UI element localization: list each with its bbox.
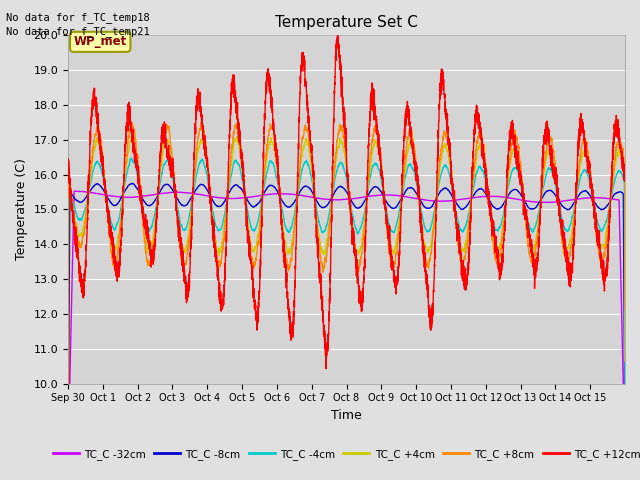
Text: No data for f_TC_temp21: No data for f_TC_temp21 bbox=[6, 26, 150, 37]
TC_C -32cm bbox=[367, 193, 375, 199]
TC_C +4cm bbox=[367, 159, 375, 165]
TC_C +12cm bbox=[397, 207, 405, 213]
TC_C -4cm bbox=[367, 169, 375, 175]
TC_C -32cm bbox=[621, 458, 629, 464]
TC_C +8cm bbox=[621, 307, 629, 313]
Text: WP_met: WP_met bbox=[74, 36, 127, 48]
TC_C -8cm bbox=[621, 443, 629, 448]
TC_C +4cm bbox=[527, 242, 534, 248]
TC_C +12cm bbox=[322, 366, 330, 372]
TC_C -32cm bbox=[64, 458, 72, 464]
X-axis label: Time: Time bbox=[331, 409, 362, 422]
TC_C -8cm bbox=[500, 202, 508, 207]
Title: Temperature Set C: Temperature Set C bbox=[275, 15, 418, 30]
Line: TC_C +4cm: TC_C +4cm bbox=[68, 136, 625, 455]
TC_C +12cm bbox=[541, 135, 549, 141]
TC_C -4cm bbox=[180, 227, 188, 232]
TC_C +4cm bbox=[500, 218, 508, 224]
TC_C -32cm bbox=[70, 188, 78, 194]
TC_C +4cm bbox=[128, 133, 136, 139]
TC_C +12cm bbox=[527, 243, 534, 249]
TC_C -32cm bbox=[527, 199, 534, 204]
TC_C -8cm bbox=[367, 187, 375, 193]
TC_C -4cm bbox=[621, 408, 629, 414]
TC_C +12cm bbox=[621, 173, 629, 179]
TC_C -32cm bbox=[180, 190, 188, 195]
TC_C +8cm bbox=[127, 120, 135, 125]
TC_C +4cm bbox=[64, 452, 72, 457]
TC_C -4cm bbox=[127, 155, 135, 161]
TC_C +12cm bbox=[64, 166, 72, 172]
TC_C -4cm bbox=[397, 200, 405, 205]
Line: TC_C -32cm: TC_C -32cm bbox=[68, 191, 625, 461]
TC_C +12cm bbox=[180, 268, 188, 274]
TC_C +8cm bbox=[397, 204, 405, 210]
Line: TC_C +12cm: TC_C +12cm bbox=[68, 30, 625, 369]
TC_C +12cm bbox=[367, 88, 375, 94]
TC_C -8cm bbox=[180, 203, 188, 208]
Y-axis label: Temperature (C): Temperature (C) bbox=[15, 158, 28, 260]
TC_C +8cm bbox=[527, 257, 534, 263]
TC_C +8cm bbox=[180, 262, 188, 267]
TC_C +4cm bbox=[180, 246, 188, 252]
Text: No data for f_TC_temp18: No data for f_TC_temp18 bbox=[6, 12, 150, 23]
TC_C -32cm bbox=[397, 193, 405, 199]
TC_C -8cm bbox=[397, 196, 405, 202]
TC_C -8cm bbox=[129, 180, 136, 186]
TC_C -8cm bbox=[64, 459, 72, 465]
TC_C -8cm bbox=[527, 206, 534, 212]
Legend: TC_C -32cm, TC_C -8cm, TC_C -4cm, TC_C +4cm, TC_C +8cm, TC_C +12cm: TC_C -32cm, TC_C -8cm, TC_C -4cm, TC_C +… bbox=[49, 444, 640, 464]
TC_C -4cm bbox=[500, 211, 508, 217]
TC_C +8cm bbox=[541, 154, 549, 160]
Line: TC_C -8cm: TC_C -8cm bbox=[68, 183, 625, 462]
Line: TC_C -4cm: TC_C -4cm bbox=[68, 158, 625, 459]
TC_C -8cm bbox=[541, 190, 549, 196]
TC_C +8cm bbox=[367, 147, 375, 153]
TC_C +4cm bbox=[621, 359, 629, 364]
TC_C -4cm bbox=[64, 456, 72, 462]
TC_C +4cm bbox=[541, 161, 549, 167]
TC_C +4cm bbox=[397, 203, 405, 209]
Line: TC_C +8cm: TC_C +8cm bbox=[68, 122, 625, 451]
TC_C +12cm bbox=[334, 27, 342, 33]
TC_C -32cm bbox=[500, 194, 508, 200]
TC_C +8cm bbox=[64, 448, 72, 454]
TC_C -4cm bbox=[541, 177, 549, 182]
TC_C +12cm bbox=[500, 243, 508, 249]
TC_C -4cm bbox=[527, 226, 534, 232]
TC_C -32cm bbox=[541, 200, 549, 205]
TC_C +8cm bbox=[500, 223, 508, 228]
